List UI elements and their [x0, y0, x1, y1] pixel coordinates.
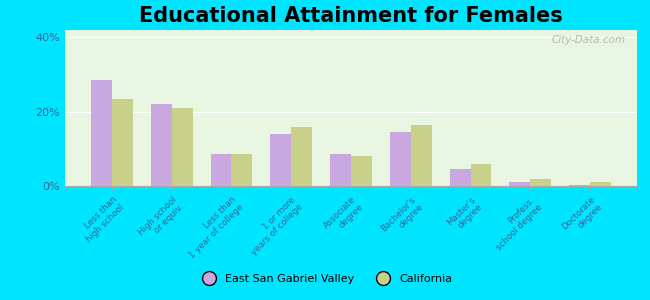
Bar: [590, 182, 611, 186]
Bar: [411, 125, 432, 186]
Bar: [471, 164, 491, 186]
Bar: [91, 80, 112, 186]
Bar: [291, 127, 312, 186]
Bar: [112, 99, 133, 186]
Bar: [450, 169, 471, 186]
Legend: East San Gabriel Valley, California: East San Gabriel Valley, California: [193, 270, 457, 288]
Title: Educational Attainment for Females: Educational Attainment for Females: [139, 6, 563, 26]
Bar: [569, 185, 590, 186]
Bar: [172, 108, 192, 186]
Text: City-Data.com: City-Data.com: [551, 35, 625, 45]
Bar: [211, 154, 231, 186]
Bar: [510, 182, 530, 186]
Bar: [151, 104, 172, 186]
Bar: [390, 132, 411, 186]
Bar: [530, 178, 551, 186]
Bar: [270, 134, 291, 186]
Bar: [330, 154, 351, 186]
Bar: [351, 156, 372, 186]
Bar: [231, 154, 252, 186]
